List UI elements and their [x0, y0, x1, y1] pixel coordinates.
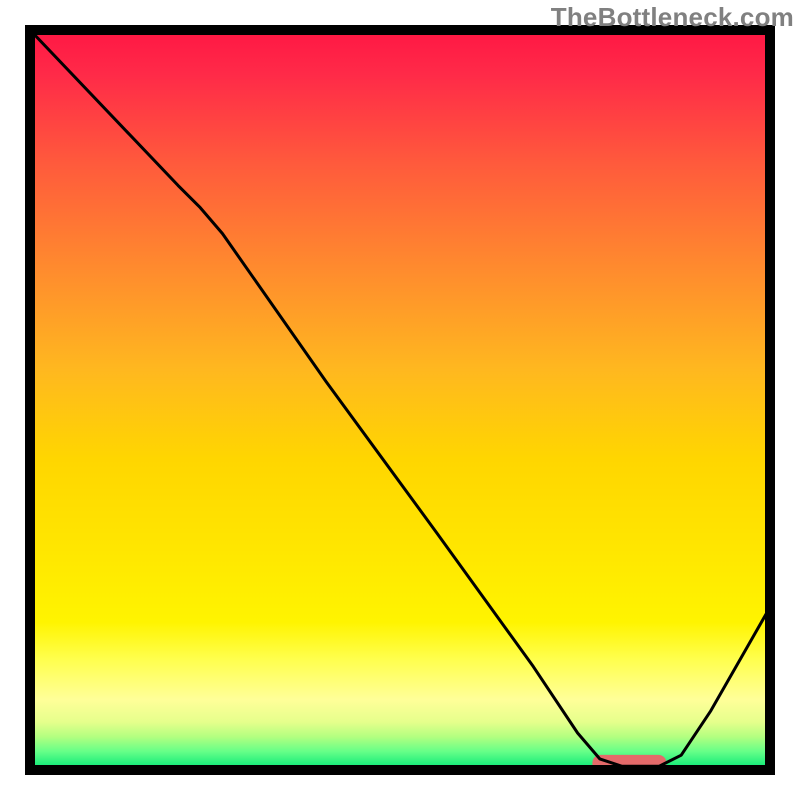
gradient-background: [30, 30, 770, 770]
bottleneck-chart: [0, 0, 800, 800]
watermark-text: TheBottleneck.com: [551, 2, 794, 33]
chart-stage: TheBottleneck.com: [0, 0, 800, 800]
